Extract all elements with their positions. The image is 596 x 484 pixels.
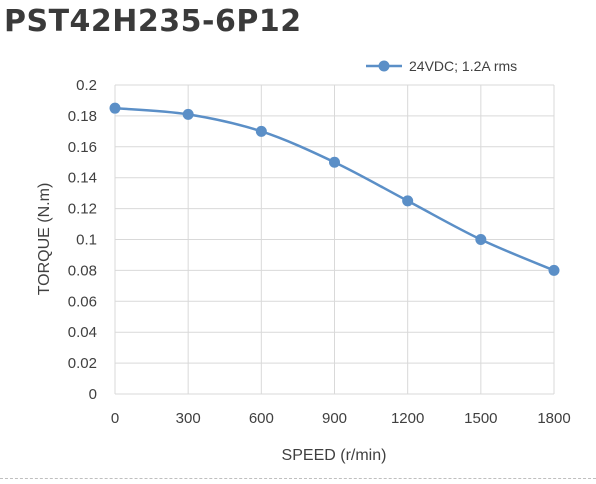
- y-tick-label: 0.06: [68, 293, 97, 310]
- y-tick-label: 0.1: [76, 232, 97, 249]
- x-tick-label: 300: [176, 410, 201, 427]
- x-tick-labels: 0 300 600 900 1200 1500 1800: [111, 410, 571, 427]
- y-tick-labels: 0 0.02 0.04 0.06 0.08 0.1 0.12 0.14 0.16 0.18 0.2: [68, 77, 97, 403]
- data-point: [109, 102, 121, 114]
- legend-dot-marker: [378, 60, 390, 72]
- data-point: [182, 108, 194, 120]
- series-points: [109, 102, 560, 276]
- chart-title: PST42H235-6P12: [4, 4, 302, 39]
- x-tick-label: 0: [111, 410, 119, 427]
- x-tick-label: 1200: [391, 410, 424, 427]
- y-tick-label: 0.04: [68, 324, 97, 341]
- x-tick-label: 1500: [464, 410, 497, 427]
- grid-lines: [114, 84, 555, 395]
- y-tick-label: 0: [89, 386, 97, 403]
- legend-label: 24VDC; 1.2A rms: [409, 58, 517, 74]
- x-tick-label: 600: [249, 410, 274, 427]
- y-tick-label: 0.16: [68, 139, 97, 156]
- y-tick-label: 0.08: [68, 262, 97, 279]
- y-tick-label: 0.2: [76, 77, 97, 94]
- y-tick-label: 0.18: [68, 108, 97, 125]
- data-point: [548, 264, 560, 276]
- y-tick-label: 0.02: [68, 355, 97, 372]
- legend: 24VDC; 1.2A rms: [366, 58, 517, 74]
- y-tick-label: 0.14: [68, 170, 97, 187]
- data-point: [255, 125, 267, 137]
- y-tick-label: 0.12: [68, 201, 97, 218]
- x-tick-label: 1800: [537, 410, 570, 427]
- data-point: [329, 156, 340, 168]
- data-point: [402, 195, 414, 207]
- x-axis-label: SPEED (r/min): [282, 447, 387, 464]
- x-tick-label: 900: [322, 410, 347, 427]
- y-axis-label: TORQUE (N.m): [36, 183, 53, 296]
- data-point: [475, 234, 487, 245]
- bottom-divider: [0, 478, 596, 479]
